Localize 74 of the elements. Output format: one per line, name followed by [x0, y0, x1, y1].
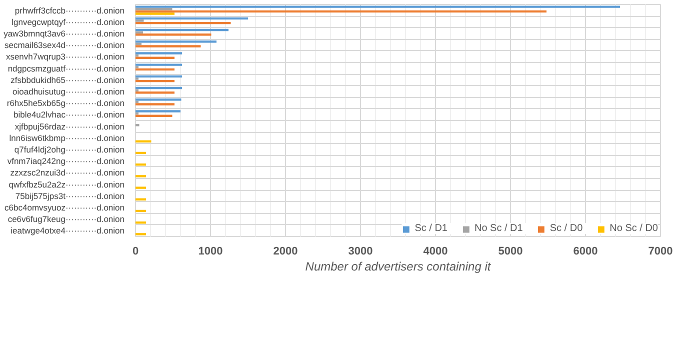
- y-tick-label: c6bc4omvsyuoz···········d.onion: [4, 202, 125, 212]
- bar: [136, 233, 146, 236]
- x-tick-label: 1000: [198, 246, 223, 258]
- bar: [136, 103, 174, 106]
- bar: [136, 186, 146, 189]
- y-tick-label: 75bij575jps3t···········d.onion: [15, 190, 125, 201]
- bar: [136, 210, 146, 212]
- bar: [136, 56, 174, 59]
- y-tick-label: ieatwge4otxe4···········d.onion: [10, 226, 125, 236]
- legend-label: No Sc / D0: [610, 223, 658, 234]
- y-tick-label: lgnvegcwptqyf···········d.onion: [12, 16, 125, 27]
- y-tick-label: r6hx5he5xb65g···········d.onion: [6, 98, 125, 108]
- y-tick-label: qwfxfbz5u2a2z···········d.onion: [8, 179, 125, 190]
- bar: [136, 66, 138, 68]
- bar: [136, 163, 146, 166]
- y-tick-label: secmail63sex4d···········d.onion: [4, 40, 125, 50]
- bar: [136, 92, 174, 94]
- legend-label: Sc / D0: [550, 223, 583, 234]
- bar: [136, 6, 620, 8]
- bar: [136, 40, 216, 43]
- bar: [136, 28, 228, 32]
- bar: [136, 140, 152, 142]
- bar: [136, 198, 146, 200]
- legend-label: Sc / D1: [414, 223, 448, 234]
- y-tick-label: xsenvh7wqrup3···········d.onion: [6, 52, 125, 62]
- legend-label: No Sc / D1: [474, 223, 523, 234]
- bar: [136, 98, 182, 101]
- bar: [136, 86, 182, 90]
- x-tick-label: 0: [132, 246, 139, 258]
- bar: [136, 17, 248, 20]
- bar: [136, 75, 182, 78]
- bar: [136, 124, 140, 126]
- bar: [136, 42, 142, 46]
- bar: [136, 114, 172, 117]
- x-tick-label: 7000: [648, 246, 673, 258]
- y-tick-label: vfnm7iaq242ng···········d.onion: [7, 156, 125, 166]
- bar: [136, 45, 201, 48]
- y-tick-label: ce6v6fug7keug···········d.onion: [8, 214, 125, 224]
- y-tick-label: xjfbpuj56rdaz···········d.onion: [14, 121, 125, 132]
- x-tick-label: 3000: [348, 246, 373, 258]
- y-tick-label: oioadhuisutug···········d.onion: [12, 86, 125, 96]
- bar: [136, 80, 174, 82]
- y-tick-label: ndgpcsmzguatf···········d.onion: [8, 63, 125, 74]
- y-tick-label: yaw3bmnqt3av6···········d.onion: [4, 28, 125, 38]
- x-tick-label: 6000: [573, 246, 598, 258]
- bar: [136, 22, 231, 24]
- bar: [136, 8, 172, 10]
- bar: [136, 20, 144, 22]
- bar: [136, 221, 146, 224]
- bar: [136, 175, 146, 178]
- bar: [136, 12, 174, 15]
- x-axis-title: Number of advertisers containing it: [305, 260, 492, 274]
- x-tick-label: 2000: [273, 246, 298, 258]
- bar: [136, 34, 212, 36]
- y-tick-label: lnn6isw6tkbmp···········d.onion: [9, 132, 125, 143]
- y-tick-label: bible4u2lvhac···········d.onion: [13, 110, 125, 120]
- y-tick-label: zzxzsc2nzui3d···········d.onion: [10, 168, 125, 178]
- bar: [136, 152, 146, 154]
- bar: [136, 52, 182, 54]
- bar: [136, 64, 182, 66]
- bar: [136, 68, 174, 71]
- bar: [136, 100, 138, 104]
- bar: [136, 31, 143, 34]
- bar: [136, 112, 138, 115]
- y-tick-label: prhwfrf3cfccb···········d.onion: [14, 5, 125, 16]
- bar: [136, 78, 138, 80]
- bar: [136, 110, 180, 112]
- bar: [136, 54, 138, 57]
- bar: [136, 89, 138, 92]
- y-tick-label: zfsbbdukidh65···········d.onion: [10, 74, 125, 85]
- x-tick-label: 5000: [498, 246, 523, 258]
- x-tick-label: 4000: [423, 246, 448, 258]
- bar: [136, 10, 546, 13]
- y-tick-label: q7fuf4ldj2ohg···········d.onion: [14, 144, 125, 154]
